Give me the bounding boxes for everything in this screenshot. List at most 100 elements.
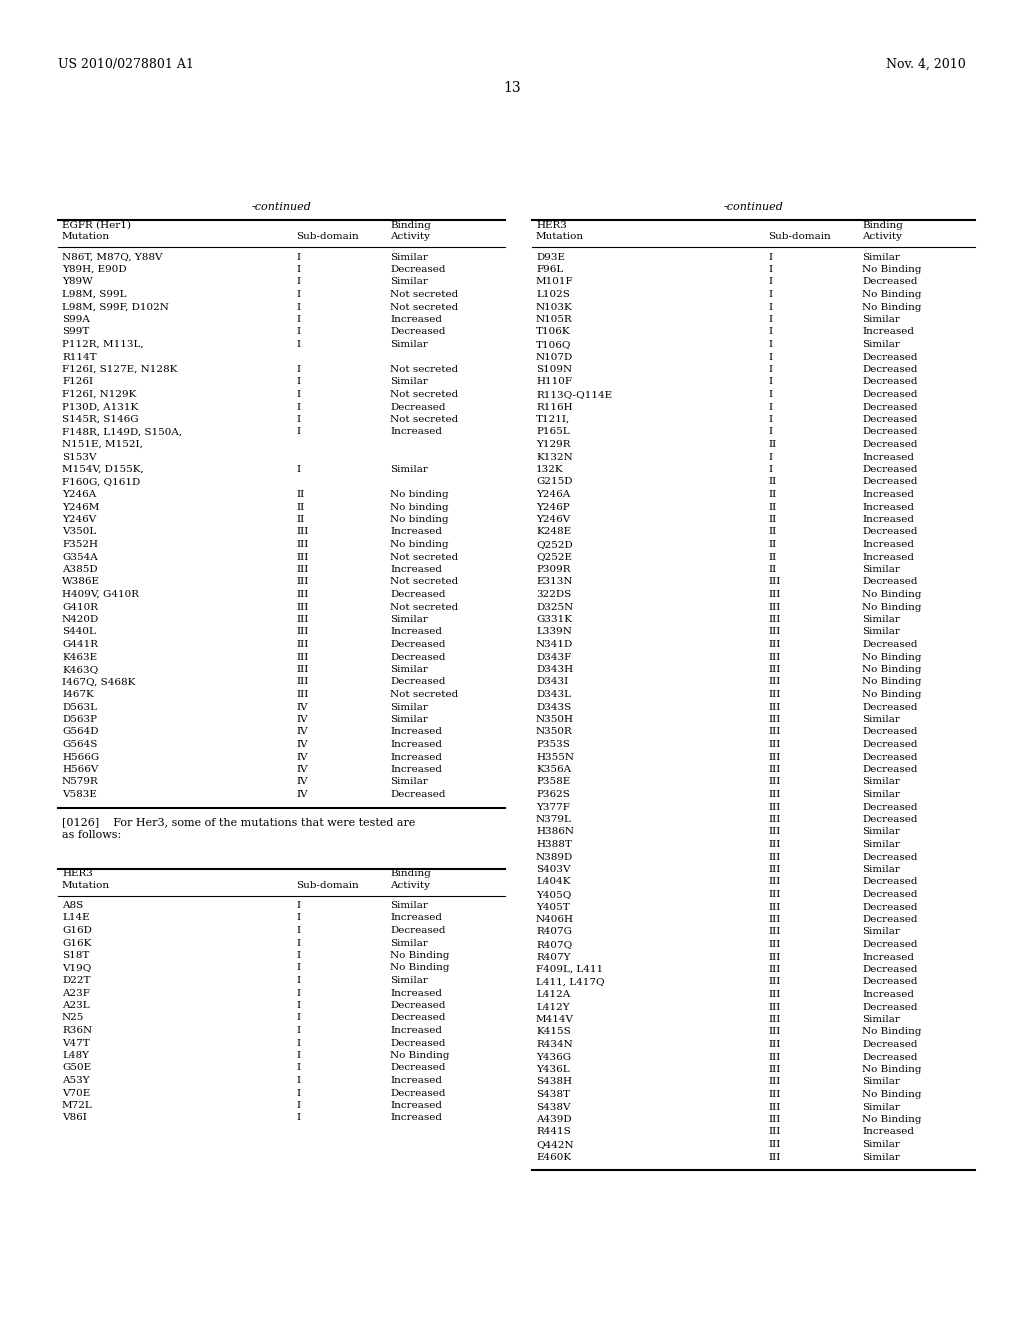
- Text: No binding: No binding: [390, 503, 449, 511]
- Text: M101F: M101F: [536, 277, 573, 286]
- Text: Decreased: Decreased: [390, 265, 445, 275]
- Text: Not secreted: Not secreted: [390, 302, 459, 312]
- Text: III: III: [768, 727, 780, 737]
- Text: IV: IV: [296, 752, 307, 762]
- Text: Not secreted: Not secreted: [390, 578, 459, 586]
- Text: L102S: L102S: [536, 290, 570, 300]
- Text: III: III: [768, 715, 780, 723]
- Text: Binding: Binding: [390, 870, 431, 879]
- Text: Decreased: Decreased: [390, 1039, 445, 1048]
- Text: S440L: S440L: [62, 627, 96, 636]
- Text: No Binding: No Binding: [862, 1115, 922, 1125]
- Text: Not secreted: Not secreted: [390, 602, 459, 611]
- Text: III: III: [768, 1090, 780, 1100]
- Text: A23F: A23F: [62, 989, 90, 998]
- Text: M414V: M414V: [536, 1015, 574, 1024]
- Text: Not secreted: Not secreted: [390, 553, 459, 561]
- Text: Decreased: Decreased: [862, 640, 918, 649]
- Text: II: II: [768, 478, 776, 487]
- Text: IV: IV: [296, 702, 307, 711]
- Text: D343F: D343F: [536, 652, 571, 661]
- Text: IV: IV: [296, 727, 307, 737]
- Text: III: III: [768, 1015, 780, 1024]
- Text: Increased: Increased: [390, 741, 442, 748]
- Text: III: III: [768, 828, 780, 837]
- Text: D343S: D343S: [536, 702, 571, 711]
- Text: Decreased: Decreased: [862, 803, 918, 812]
- Text: III: III: [768, 865, 780, 874]
- Text: III: III: [768, 578, 780, 586]
- Text: I: I: [768, 302, 772, 312]
- Text: Activity: Activity: [862, 232, 902, 242]
- Text: P353S: P353S: [536, 741, 570, 748]
- Text: Y246P: Y246P: [536, 503, 569, 511]
- Text: Decreased: Decreased: [390, 327, 445, 337]
- Text: I: I: [296, 1076, 300, 1085]
- Text: L14E: L14E: [62, 913, 90, 923]
- Text: P362S: P362S: [536, 789, 570, 799]
- Text: Similar: Similar: [390, 465, 428, 474]
- Text: II: II: [768, 553, 776, 561]
- Text: Increased: Increased: [862, 953, 914, 961]
- Text: III: III: [768, 1077, 780, 1086]
- Text: II: II: [768, 440, 776, 449]
- Text: Increased: Increased: [390, 752, 442, 762]
- Text: I: I: [768, 389, 772, 399]
- Text: I: I: [296, 378, 300, 387]
- Text: Similar: Similar: [862, 928, 900, 936]
- Text: P112R, M113L,: P112R, M113L,: [62, 341, 143, 348]
- Text: A439D: A439D: [536, 1115, 571, 1125]
- Text: K415S: K415S: [536, 1027, 570, 1036]
- Text: I: I: [768, 315, 772, 323]
- Text: K463E: K463E: [62, 652, 97, 661]
- Text: Decreased: Decreased: [862, 766, 918, 774]
- Text: F126I: F126I: [62, 378, 93, 387]
- Text: Decreased: Decreased: [862, 1002, 918, 1011]
- Text: Increased: Increased: [390, 315, 442, 323]
- Text: Decreased: Decreased: [862, 378, 918, 387]
- Text: Mutation: Mutation: [62, 880, 111, 890]
- Text: Increased: Increased: [390, 1114, 442, 1122]
- Text: III: III: [768, 602, 780, 611]
- Text: D563P: D563P: [62, 715, 97, 723]
- Text: Decreased: Decreased: [862, 915, 918, 924]
- Text: I: I: [296, 366, 300, 374]
- Text: III: III: [768, 928, 780, 936]
- Text: R434N: R434N: [536, 1040, 572, 1049]
- Text: No Binding: No Binding: [862, 602, 922, 611]
- Text: III: III: [768, 1152, 780, 1162]
- Text: Increased: Increased: [862, 327, 914, 337]
- Text: Increased: Increased: [862, 1127, 914, 1137]
- Text: N107D: N107D: [536, 352, 573, 362]
- Text: I467Q, S468K: I467Q, S468K: [62, 677, 135, 686]
- Text: I: I: [296, 1001, 300, 1010]
- Text: Y405T: Y405T: [536, 903, 569, 912]
- Text: Increased: Increased: [390, 627, 442, 636]
- Text: R114T: R114T: [62, 352, 96, 362]
- Text: Increased: Increased: [390, 1026, 442, 1035]
- Text: Similar: Similar: [862, 1102, 900, 1111]
- Text: II: II: [768, 528, 776, 536]
- Text: Similar: Similar: [390, 665, 428, 675]
- Text: S18T: S18T: [62, 950, 89, 960]
- Text: A53Y: A53Y: [62, 1076, 90, 1085]
- Text: T106K: T106K: [536, 327, 570, 337]
- Text: Decreased: Decreased: [862, 940, 918, 949]
- Text: Decreased: Decreased: [390, 927, 445, 935]
- Text: III: III: [768, 853, 780, 862]
- Text: III: III: [768, 803, 780, 812]
- Text: Similar: Similar: [862, 341, 900, 348]
- Text: III: III: [296, 615, 308, 624]
- Text: R116H: R116H: [536, 403, 572, 412]
- Text: Similar: Similar: [390, 902, 428, 909]
- Text: H386N: H386N: [536, 828, 574, 837]
- Text: Similar: Similar: [390, 715, 428, 723]
- Text: A23L: A23L: [62, 1001, 90, 1010]
- Text: Decreased: Decreased: [862, 403, 918, 412]
- Text: Decreased: Decreased: [390, 789, 445, 799]
- Text: III: III: [296, 540, 308, 549]
- Text: Similar: Similar: [862, 828, 900, 837]
- Text: Similar: Similar: [390, 277, 428, 286]
- Text: Similar: Similar: [862, 865, 900, 874]
- Text: Decreased: Decreased: [862, 752, 918, 762]
